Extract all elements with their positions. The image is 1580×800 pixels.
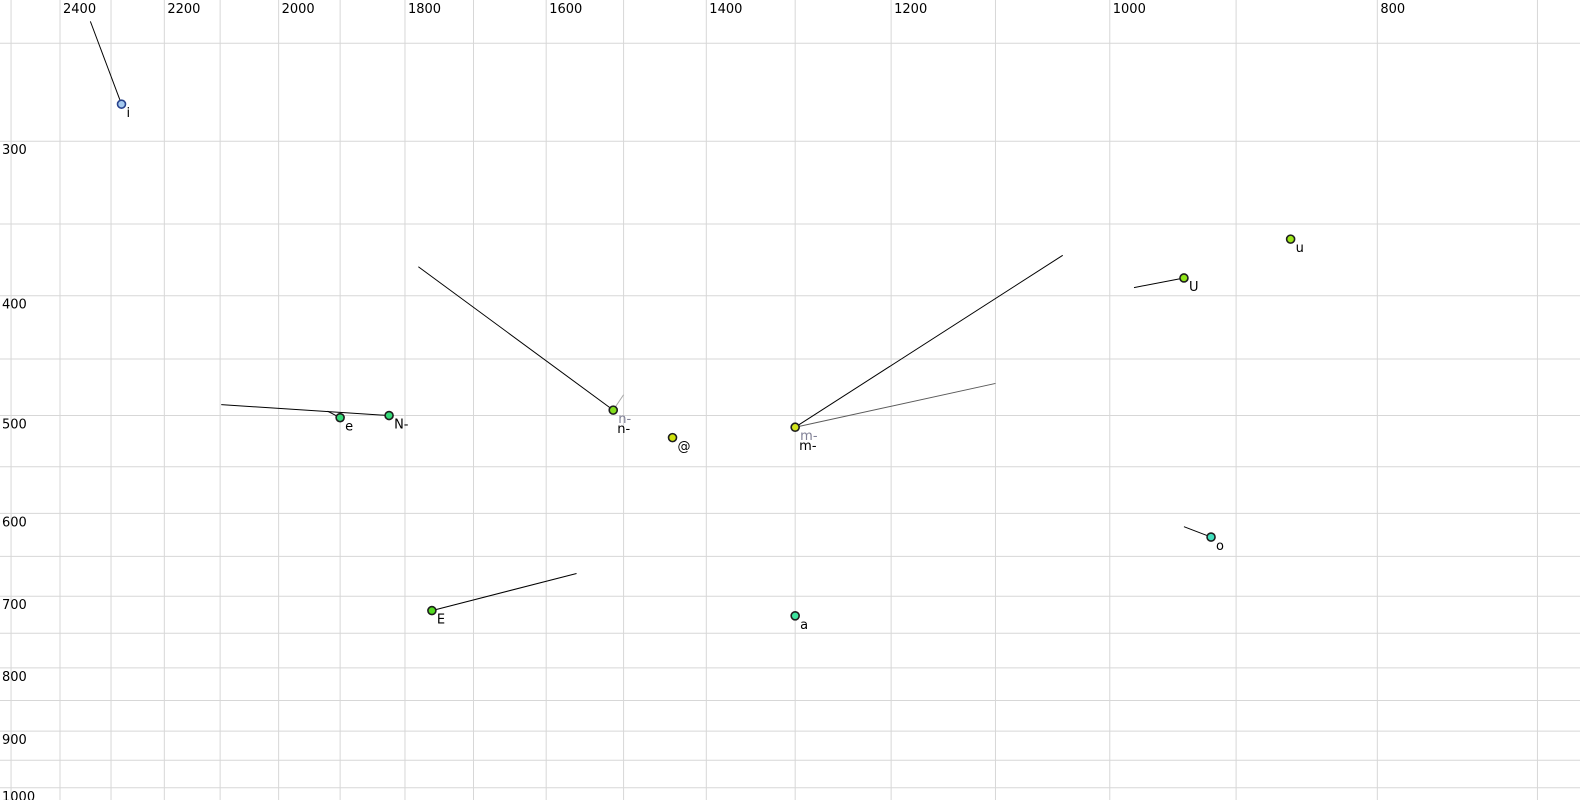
x-tick-label: 1800 bbox=[408, 2, 441, 17]
x-tick-label: 2000 bbox=[282, 2, 315, 17]
y-tick-label: 700 bbox=[2, 598, 27, 613]
data-point bbox=[116, 99, 127, 109]
x-tick-label: 2200 bbox=[167, 2, 200, 17]
data-point bbox=[335, 412, 345, 423]
y-tick-label: 600 bbox=[2, 515, 27, 530]
point-label: a bbox=[800, 618, 808, 633]
x-tick-label: 1600 bbox=[549, 2, 582, 17]
point-label: n- bbox=[618, 412, 631, 427]
y-tick-label: 300 bbox=[2, 143, 27, 158]
point-label: m- bbox=[800, 429, 818, 444]
trajectory-line bbox=[221, 404, 390, 417]
data-point bbox=[608, 405, 619, 415]
data-point bbox=[667, 432, 678, 443]
data-point bbox=[1179, 273, 1189, 283]
trajectory-line bbox=[795, 382, 996, 428]
point-label: i bbox=[127, 106, 131, 121]
point-label: @ bbox=[678, 440, 691, 455]
y-tick-label: 900 bbox=[2, 733, 27, 748]
y-tick-label: 800 bbox=[2, 670, 27, 685]
data-point bbox=[790, 422, 800, 433]
trajectory-line bbox=[1133, 277, 1185, 289]
x-tick-label: 2400 bbox=[63, 2, 96, 17]
x-tick-label: 800 bbox=[1380, 2, 1405, 17]
data-point bbox=[427, 605, 437, 616]
point-label: o bbox=[1216, 539, 1224, 554]
point-label: N- bbox=[394, 418, 409, 433]
trajectory-line bbox=[1183, 526, 1212, 538]
point-label: E bbox=[437, 613, 445, 628]
data-point bbox=[790, 611, 800, 621]
point-label: n- bbox=[617, 422, 630, 437]
trajectory-line bbox=[418, 266, 614, 411]
data-point bbox=[384, 410, 394, 421]
y-tick-label: 1000 bbox=[2, 790, 35, 800]
x-tick-label: 1200 bbox=[894, 2, 927, 17]
point-label: U bbox=[1189, 280, 1199, 295]
point-label: m- bbox=[799, 439, 817, 454]
data-point bbox=[1285, 234, 1296, 244]
point-label: e bbox=[345, 420, 353, 435]
y-tick-label: 500 bbox=[2, 418, 27, 433]
trajectory-line bbox=[431, 573, 577, 612]
x-tick-label: 1400 bbox=[709, 2, 742, 17]
trajectory-line bbox=[89, 21, 122, 105]
x-tick-label: 1000 bbox=[1113, 2, 1146, 17]
data-point bbox=[1206, 532, 1216, 542]
point-label: u bbox=[1296, 241, 1304, 256]
y-tick-label: 400 bbox=[2, 298, 27, 313]
trajectory-line bbox=[794, 254, 1064, 428]
